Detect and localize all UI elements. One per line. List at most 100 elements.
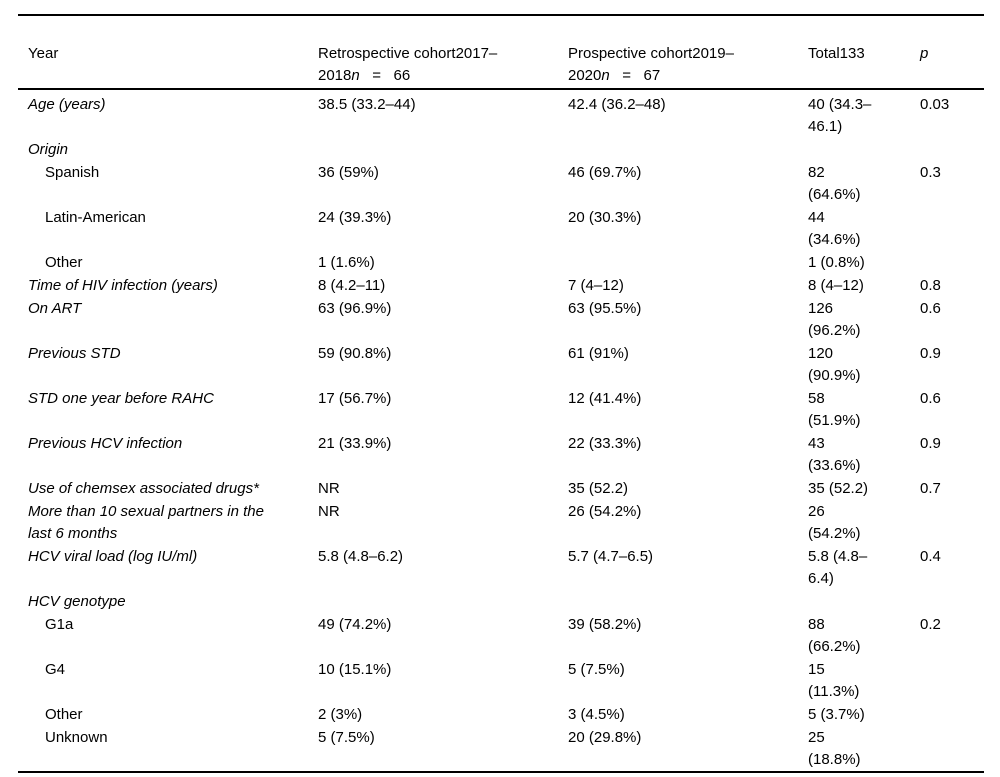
retrospective-cell: 1 (1.6%) [318, 254, 375, 271]
header-cell-year: Year [18, 15, 318, 90]
table-row: On ART 63 (96.9%) 63 (95.5%) 126 (96.2%) 0.6 [18, 297, 984, 342]
p-value-cell: 0.4 [920, 548, 941, 565]
retrospective-cell: 24 (39.3%) [318, 209, 392, 226]
table-row: Spanish 36 (59%) 46 (69.7%) 82 (64.6%) 0.3 [18, 161, 984, 206]
p-value-cell: 0.9 [920, 345, 941, 362]
p-value-cell: 0.6 [920, 390, 941, 407]
cohort-comparison-table-wrap: Year Retrospective cohort2017– 2018n = 6… [18, 14, 1000, 773]
retrospective-cell: 63 (96.9%) [318, 300, 392, 317]
total-cell: 126 (96.2%) [808, 300, 861, 339]
retrospective-cell: 5 (7.5%) [318, 729, 375, 746]
header-cell-prospective: Prospective cohort2019– 2020n = 67 [568, 15, 808, 90]
cohort-comparison-table: Year Retrospective cohort2017– 2018n = 6… [18, 14, 984, 773]
retrospective-n-symbol: n [351, 67, 360, 84]
row-label-cell: STD one year before RAHC [28, 390, 214, 407]
prospective-cell: 35 (52.2) [568, 480, 629, 497]
table-body: Age (years) 38.5 (33.2–44) 42.4 (36.2–48) 4… [18, 89, 984, 772]
table-row: Age (years) 38.5 (33.2–44) 42.4 (36.2–48) 4… [18, 89, 984, 138]
row-label-cell: G1a [45, 616, 74, 633]
retrospective-cell: 2 (3%) [318, 706, 363, 723]
p-value-cell: 0.9 [920, 435, 941, 452]
p-value-cell [920, 138, 984, 161]
total-cell: 58 (51.9%) [808, 390, 861, 429]
prospective-cell: 20 (30.3%) [568, 209, 642, 226]
p-header-label: p [920, 45, 929, 62]
table-row: Time of HIV infection (years) 8 (4.2–11) 7… [18, 274, 984, 297]
p-value-cell: 0.8 [920, 277, 941, 294]
prospective-cell: 61 (91%) [568, 345, 629, 362]
row-label-cell: More than 10 sexual partners in the last… [28, 503, 264, 542]
row-label-cell: Previous STD [28, 345, 121, 362]
row-label-cell: G4 [45, 661, 66, 678]
retrospective-cell: 10 (15.1%) [318, 661, 392, 678]
p-value-cell: 0.2 [920, 616, 941, 633]
retrospective-cell: NR [318, 480, 340, 497]
p-value-cell: 0.7 [920, 480, 941, 497]
prospective-cell: 39 (58.2%) [568, 616, 642, 633]
prospective-cell: 20 (29.8%) [568, 729, 642, 746]
total-cell: 8 (4–12) [808, 277, 864, 294]
total-cell: 88 (66.2%) [808, 616, 861, 655]
total-cell: 15 (11.3%) [808, 661, 860, 700]
row-label-cell: Other [45, 254, 83, 271]
p-value-cell [920, 703, 984, 726]
total-cell: 5 (3.7%) [808, 706, 865, 723]
table-row: Previous STD 59 (90.8%) 61 (91%) 120 (90.9%… [18, 342, 984, 387]
row-label-cell: Time of HIV infection (years) [28, 277, 218, 294]
total-cell: 5.8 (4.8– 6.4) [808, 548, 868, 587]
row-label-cell: Other [45, 706, 83, 723]
table-row: HCV genotype [18, 590, 984, 613]
total-cell: 25 (18.8%) [808, 729, 861, 768]
retrospective-cell: 49 (74.2%) [318, 616, 392, 633]
total-cell [808, 138, 920, 161]
total-cell: 40 (34.3– 46.1) [808, 96, 872, 135]
row-label-cell: Origin [28, 141, 69, 158]
total-cell [808, 590, 920, 613]
prospective-n-symbol: n [601, 67, 610, 84]
table-row: Unknown 5 (7.5%) 20 (29.8%) 25 (18.8%) [18, 726, 984, 772]
total-cell: 120 (90.9%) [808, 345, 861, 384]
total-header-label: Total133 [808, 45, 865, 62]
table-row: Latin-American 24 (39.3%) 20 (30.3%) 44 (34… [18, 206, 984, 251]
p-value-cell [920, 726, 984, 772]
retrospective-cell: 59 (90.8%) [318, 345, 392, 362]
retrospective-cell: 17 (56.7%) [318, 390, 392, 407]
row-label-cell: HCV genotype [28, 593, 126, 610]
prospective-cell: 63 (95.5%) [568, 300, 642, 317]
retrospective-cell [318, 138, 568, 161]
total-cell: 26 (54.2%) [808, 503, 861, 542]
total-cell: 82 (64.6%) [808, 164, 861, 203]
total-cell: 35 (52.2) [808, 480, 869, 497]
retrospective-cell: 38.5 (33.2–44) [318, 96, 416, 113]
retrospective-cell: NR [318, 503, 340, 520]
retrospective-cell: 5.8 (4.8–6.2) [318, 548, 404, 565]
table-row: STD one year before RAHC 17 (56.7%) 12 (41… [18, 387, 984, 432]
header-cell-retrospective: Retrospective cohort2017– 2018n = 66 [318, 15, 568, 90]
p-value-cell [920, 206, 984, 251]
header-cell-p: p [920, 15, 984, 90]
table-row: Origin [18, 138, 984, 161]
row-label-cell: Previous HCV infection [28, 435, 183, 452]
prospective-header-text: Prospective cohort2019– 2020 [568, 45, 734, 84]
prospective-cell: 22 (33.3%) [568, 435, 642, 452]
prospective-n-value: = 67 [609, 67, 661, 84]
prospective-cell: 26 (54.2%) [568, 503, 642, 520]
prospective-cell [568, 590, 808, 613]
table-header: Year Retrospective cohort2017– 2018n = 6… [18, 15, 984, 90]
row-label-cell: Use of chemsex associated drugs* [28, 480, 259, 497]
prospective-cell: 5 (7.5%) [568, 661, 625, 678]
table-row: Other 2 (3%) 3 (4.5%) 5 (3.7%) [18, 703, 984, 726]
prospective-cell: 12 (41.4%) [568, 390, 642, 407]
p-value-cell: 0.03 [920, 96, 950, 113]
table-row: G4 10 (15.1%) 5 (7.5%) 15 (11.3%) [18, 658, 984, 703]
retrospective-cell: 8 (4.2–11) [318, 277, 386, 294]
row-label-cell: HCV viral load (log IU/ml) [28, 548, 198, 565]
table-row: G1a 49 (74.2%) 39 (58.2%) 88 (66.2%) 0.2 [18, 613, 984, 658]
table-row: Other 1 (1.6%) 1 (0.8%) [18, 251, 984, 274]
header-cell-total: Total133 [808, 15, 920, 90]
total-cell: 44 (34.6%) [808, 209, 861, 248]
retrospective-cell [318, 590, 568, 613]
p-value-cell [920, 500, 984, 545]
row-label-cell: Latin-American [45, 209, 146, 226]
total-cell: 43 (33.6%) [808, 435, 861, 474]
